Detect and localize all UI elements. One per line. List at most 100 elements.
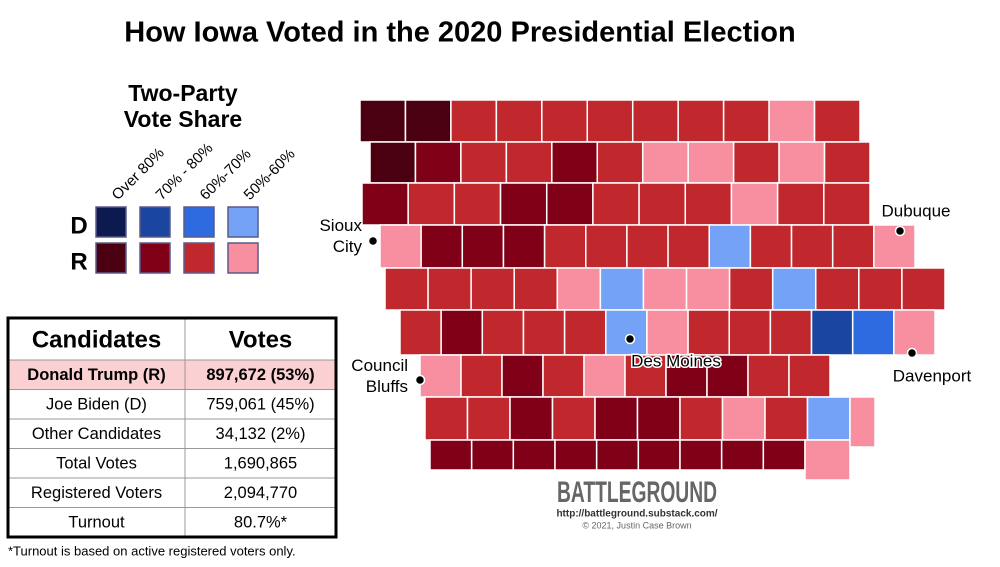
county (764, 396, 809, 441)
county (399, 309, 442, 356)
footnote: *Turnout is based on active registered v… (8, 543, 296, 558)
table-cell: Turnout (68, 514, 125, 532)
county (522, 309, 566, 356)
county (541, 99, 589, 143)
county (466, 396, 511, 441)
county (687, 309, 730, 356)
credit: © 2021, Justin Case Brown (582, 520, 691, 530)
table-cell: 1,690,865 (224, 455, 297, 473)
county (461, 224, 505, 269)
city-marker (624, 333, 636, 345)
county (728, 309, 772, 356)
county (873, 224, 916, 269)
county (851, 309, 895, 356)
county (646, 309, 689, 356)
county (543, 224, 587, 269)
table-cell: 34,132 (2%) (216, 425, 306, 443)
county (429, 439, 473, 471)
county (556, 267, 602, 311)
legend-swatch (227, 242, 259, 274)
county (420, 224, 464, 269)
city-label: Council (351, 356, 408, 375)
county (470, 439, 515, 471)
county (893, 309, 936, 356)
county (806, 396, 851, 441)
county (762, 439, 806, 471)
county (788, 354, 831, 398)
county (624, 354, 667, 398)
county (596, 141, 644, 184)
county (728, 267, 774, 311)
city-marker (894, 225, 906, 237)
county (424, 396, 469, 441)
county (470, 267, 515, 311)
legend-swatch (139, 206, 171, 238)
county (495, 99, 543, 143)
county (637, 439, 681, 471)
table-cell: 897,672 (53%) (206, 366, 314, 384)
legend-swatch (139, 242, 171, 274)
city-label: Des Moines (631, 351, 721, 370)
county (721, 396, 766, 441)
legend-swatch (95, 206, 127, 238)
county (605, 309, 648, 356)
results-table: Donald Trump (R) 897,672 (53%) Joe Biden (… (6, 316, 338, 539)
county (542, 354, 585, 398)
county (554, 439, 598, 471)
county (545, 182, 594, 226)
county (778, 141, 826, 184)
legend-title: Two-Party (128, 80, 238, 106)
table-cell: Other Candidates (32, 425, 161, 443)
county (631, 99, 679, 143)
table-cell: 2,094,770 (224, 484, 297, 502)
county (858, 267, 903, 311)
table-border (6, 316, 338, 539)
county (586, 99, 634, 143)
table-cell: 80.7%* (234, 514, 288, 532)
table-header-cell: Votes (229, 326, 293, 353)
table-cell: Registered Voters (31, 484, 162, 502)
county (379, 224, 422, 269)
table-cell: Total Votes (56, 455, 137, 473)
county (769, 309, 813, 356)
county (499, 182, 548, 226)
county (684, 182, 733, 226)
county (730, 182, 779, 226)
city-label: Sioux (319, 216, 362, 235)
legend-swatch (95, 242, 127, 274)
county (771, 267, 817, 311)
city-marker (906, 347, 918, 359)
county (414, 141, 462, 184)
county (595, 439, 640, 471)
county (592, 182, 640, 226)
county (509, 396, 554, 441)
county (823, 182, 871, 226)
table-row (7, 507, 337, 538)
county (419, 354, 462, 398)
county (626, 224, 669, 269)
county (512, 439, 556, 471)
brand: BATTLEGROUND (557, 476, 717, 509)
county-map (359, 99, 946, 481)
county (768, 99, 816, 143)
county (513, 267, 559, 311)
county (901, 267, 946, 311)
county (749, 224, 793, 269)
county (501, 354, 544, 398)
table-cell: Donald Trump (R) (27, 366, 165, 384)
county (636, 396, 681, 441)
county (440, 309, 484, 356)
city-marker (367, 235, 379, 247)
county (679, 396, 724, 441)
county (732, 141, 780, 184)
county (638, 182, 687, 226)
county (722, 99, 770, 143)
legend-row-label: D (70, 212, 87, 239)
title: How Iowa Voted in the 2020 Presidential … (124, 17, 795, 49)
county (502, 224, 546, 269)
county (359, 99, 407, 143)
county (427, 267, 472, 311)
legend-swatch (183, 242, 215, 274)
city-label: Dubuque (881, 201, 950, 220)
